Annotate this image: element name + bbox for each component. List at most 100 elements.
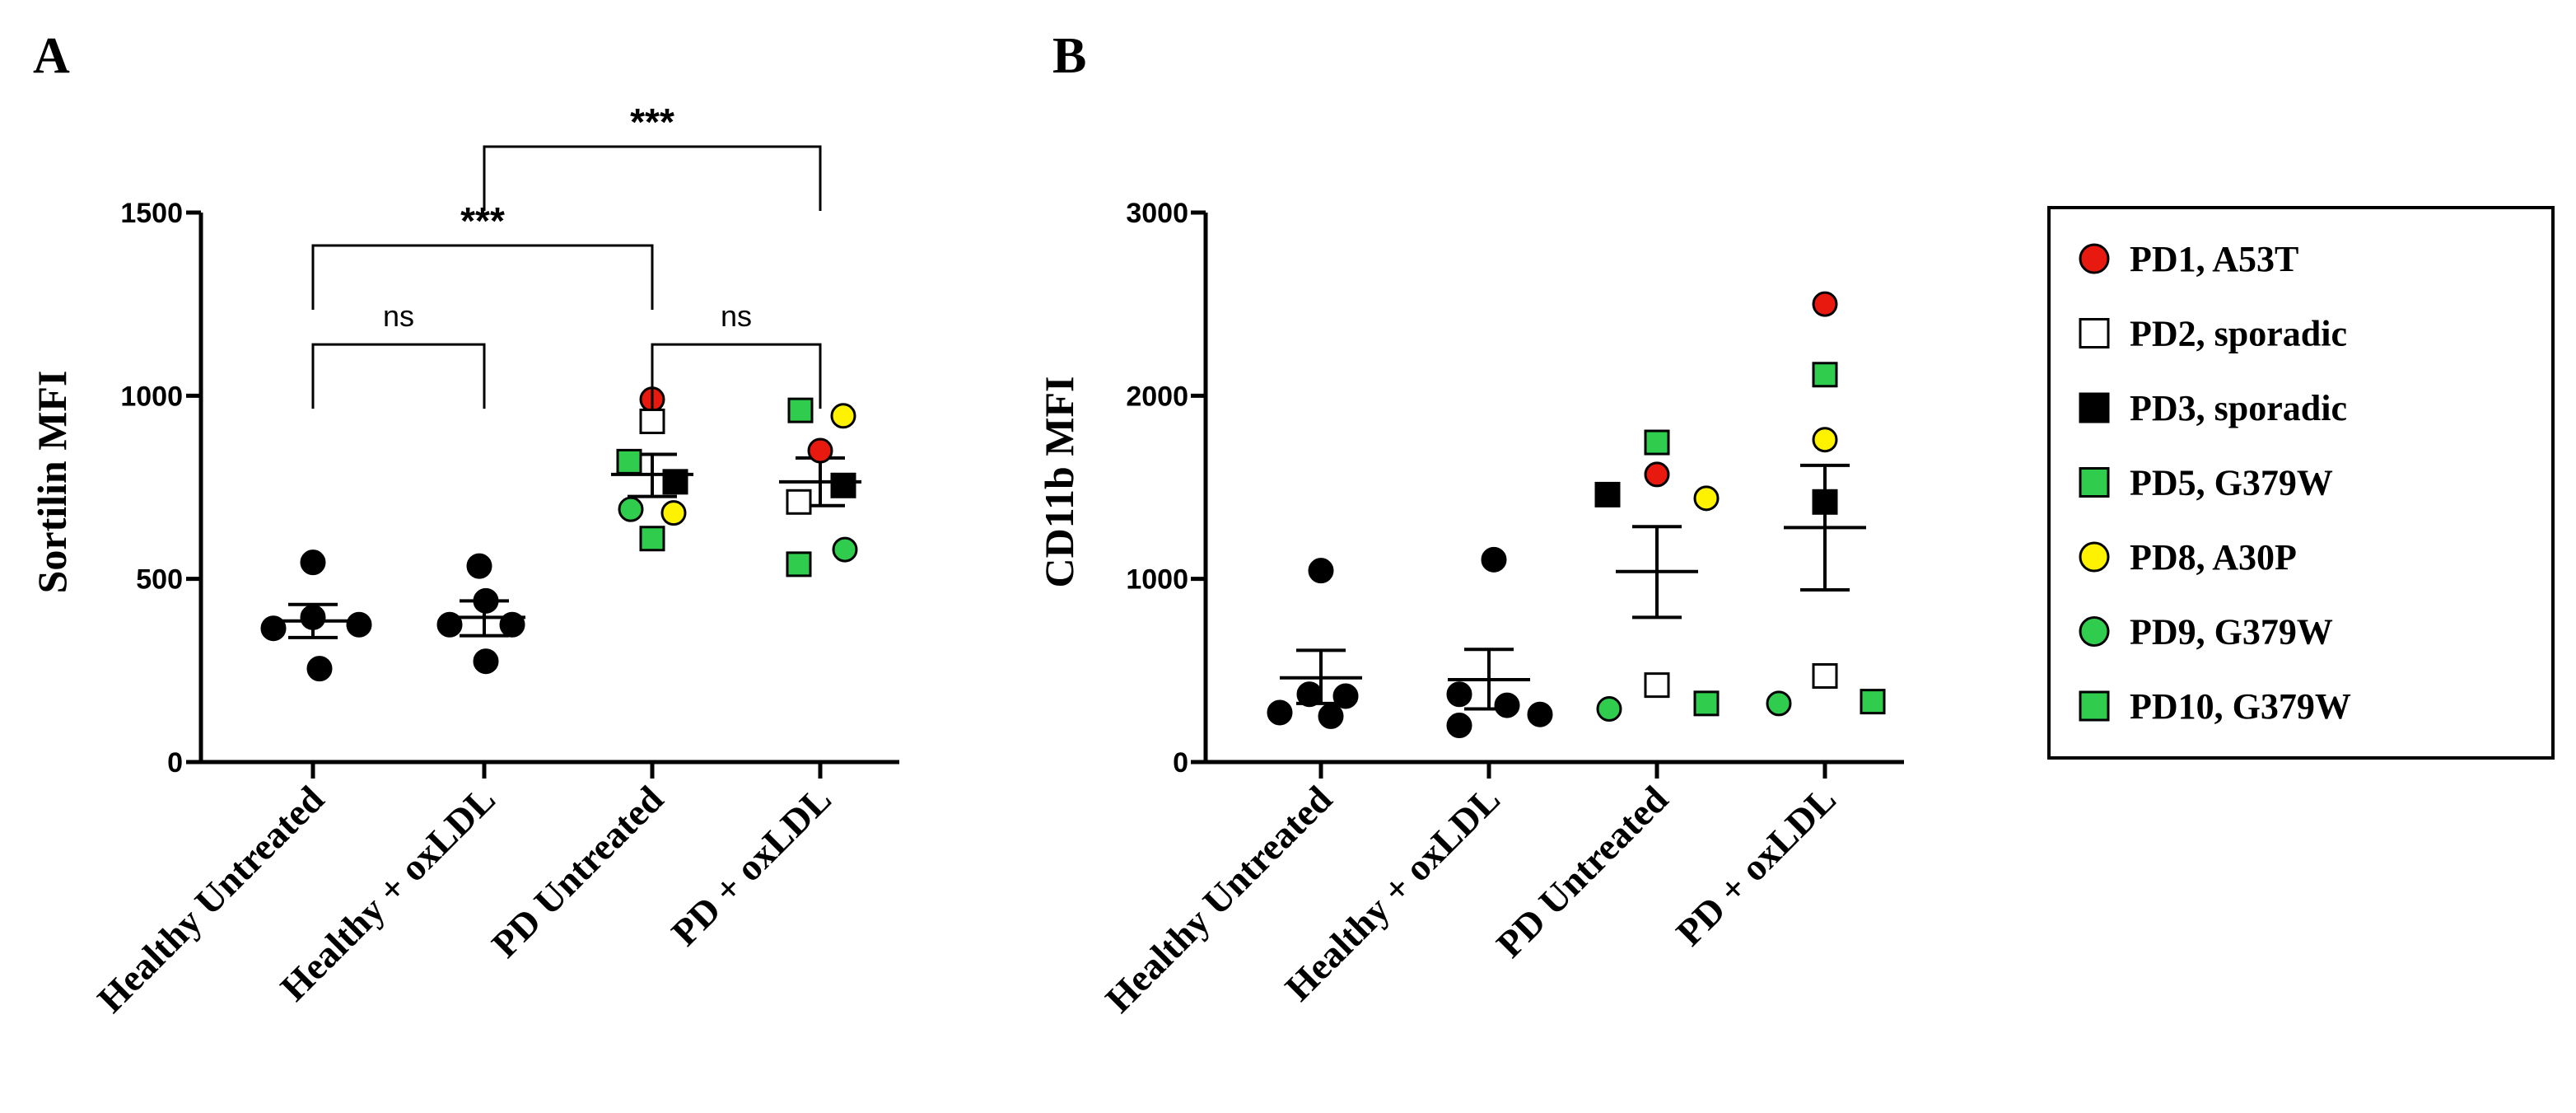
legend-marker	[2079, 541, 2110, 573]
group-pd-oxldl	[779, 397, 861, 578]
data-point-pd9	[832, 536, 858, 563]
significance-bracket: ***	[311, 199, 654, 311]
y-tick-label: 0	[167, 747, 183, 779]
legend-label: PD2, sporadic	[2130, 314, 2347, 354]
data-point-pd2	[786, 489, 812, 515]
data-point-pd8	[1693, 485, 1720, 512]
data-point-healthy	[1318, 703, 1344, 729]
data-point-healthy	[306, 656, 333, 682]
data-point-healthy	[499, 611, 525, 638]
data-point-pd3	[662, 469, 688, 495]
category-label-pd-oxldl: PD + oxLDL	[663, 778, 839, 954]
legend-marker	[2079, 616, 2110, 647]
legend-label: PD1, A53T	[2130, 239, 2298, 279]
data-point-healthy	[466, 553, 492, 579]
panel-label-a: A	[33, 28, 70, 84]
data-point-pd1	[1812, 291, 1838, 317]
data-point-pd9	[1596, 696, 1622, 723]
y-tick-label: 3000	[1126, 198, 1188, 229]
group-pd-untreated	[1594, 429, 1720, 723]
significance-label: ns	[721, 299, 752, 333]
data-point-pd8	[660, 500, 687, 526]
data-point-pd1	[807, 437, 833, 464]
group-pd-untreated	[611, 386, 693, 552]
group-healthy-oxldl	[436, 553, 525, 675]
data-point-pd2	[1644, 672, 1670, 699]
legend-item-pd9: PD9, G379W	[2079, 612, 2333, 652]
category-label-pd-untreated: PD Untreated	[483, 778, 671, 966]
data-point-healthy	[300, 604, 326, 630]
data-point-pd5	[787, 397, 814, 423]
group-healthy-untreated	[1267, 558, 1362, 729]
data-point-healthy	[436, 611, 463, 638]
data-point-pd10	[1644, 429, 1670, 456]
y-tick-label: 500	[136, 564, 183, 596]
legend-item-pd2: PD2, sporadic	[2079, 314, 2347, 354]
legend-marker	[2079, 392, 2110, 423]
legend-box	[2047, 206, 2555, 760]
data-point-pd8	[830, 403, 856, 429]
legend-label: PD9, G379W	[2130, 612, 2333, 652]
data-point-healthy	[1446, 681, 1472, 708]
data-point-pd3	[1594, 481, 1621, 507]
legend-item-pd8: PD8, A30P	[2079, 537, 2297, 578]
data-point-pd3	[830, 472, 856, 498]
category-label-pd-oxldl: PD + oxLDL	[1668, 778, 1844, 954]
data-point-healthy	[473, 648, 499, 675]
data-point-pd1	[1644, 461, 1670, 488]
data-point-pd9	[618, 496, 644, 522]
significance-label: ***	[630, 101, 674, 143]
y-tick-label: 1500	[120, 198, 183, 229]
legend-label: PD10, G379W	[2130, 686, 2351, 727]
data-point-healthy	[300, 549, 326, 576]
data-point-pd5	[616, 448, 642, 475]
data-point-pd9	[1766, 690, 1792, 717]
data-point-pd3	[1812, 489, 1838, 515]
data-point-healthy	[1527, 701, 1553, 727]
significance-label: ***	[460, 199, 505, 242]
y-tick-label: 1000	[120, 381, 183, 412]
data-point-healthy	[1308, 558, 1334, 584]
y-axis-label: Sortilin MFI	[29, 371, 75, 594]
legend-marker	[2079, 690, 2110, 722]
data-point-pd5	[1693, 690, 1720, 717]
legend-marker	[2079, 318, 2110, 348]
data-point-healthy	[1332, 683, 1359, 709]
legend-label: PD5, G379W	[2130, 463, 2333, 503]
data-point-healthy	[1296, 681, 1323, 708]
group-healthy-untreated	[260, 549, 372, 682]
significance-label: ns	[383, 299, 414, 333]
significance-bracket: ***	[483, 101, 822, 211]
data-point-healthy	[346, 611, 372, 638]
legend-label: PD8, A30P	[2130, 537, 2297, 578]
legend-item-pd10: PD10, G379W	[2079, 686, 2351, 727]
data-point-pd10	[1860, 689, 1886, 715]
bracket-line	[483, 145, 822, 211]
data-point-pd10	[786, 551, 812, 578]
data-point-pd5	[1812, 362, 1838, 388]
y-axis-label: CD11b MFI	[1036, 376, 1082, 588]
bracket-line	[311, 244, 654, 311]
data-point-healthy	[473, 587, 499, 614]
bracket-line	[311, 343, 486, 409]
data-point-pd2	[1812, 663, 1838, 690]
legend-item-pd3: PD3, sporadic	[2079, 388, 2347, 428]
bracket-line	[651, 343, 822, 409]
legend-marker	[2079, 243, 2110, 274]
legend-item-pd1: PD1, A53T	[2079, 239, 2298, 279]
data-point-healthy	[1446, 713, 1472, 739]
y-tick-label: 0	[1173, 747, 1188, 779]
legend-item-pd5: PD5, G379W	[2079, 463, 2333, 503]
data-point-healthy	[1267, 699, 1293, 726]
data-point-healthy	[260, 615, 287, 642]
group-pd-oxldl	[1766, 291, 1886, 717]
significance-bracket: ns	[651, 299, 822, 409]
group-healthy-oxldl	[1446, 546, 1553, 739]
category-label-pd-untreated: PD Untreated	[1488, 778, 1676, 966]
data-point-pd2	[639, 408, 665, 434]
data-point-pd8	[1812, 427, 1838, 453]
legend: PD1, A53T PD2, sporadic PD3, sporadic PD5, …	[2047, 206, 2555, 760]
